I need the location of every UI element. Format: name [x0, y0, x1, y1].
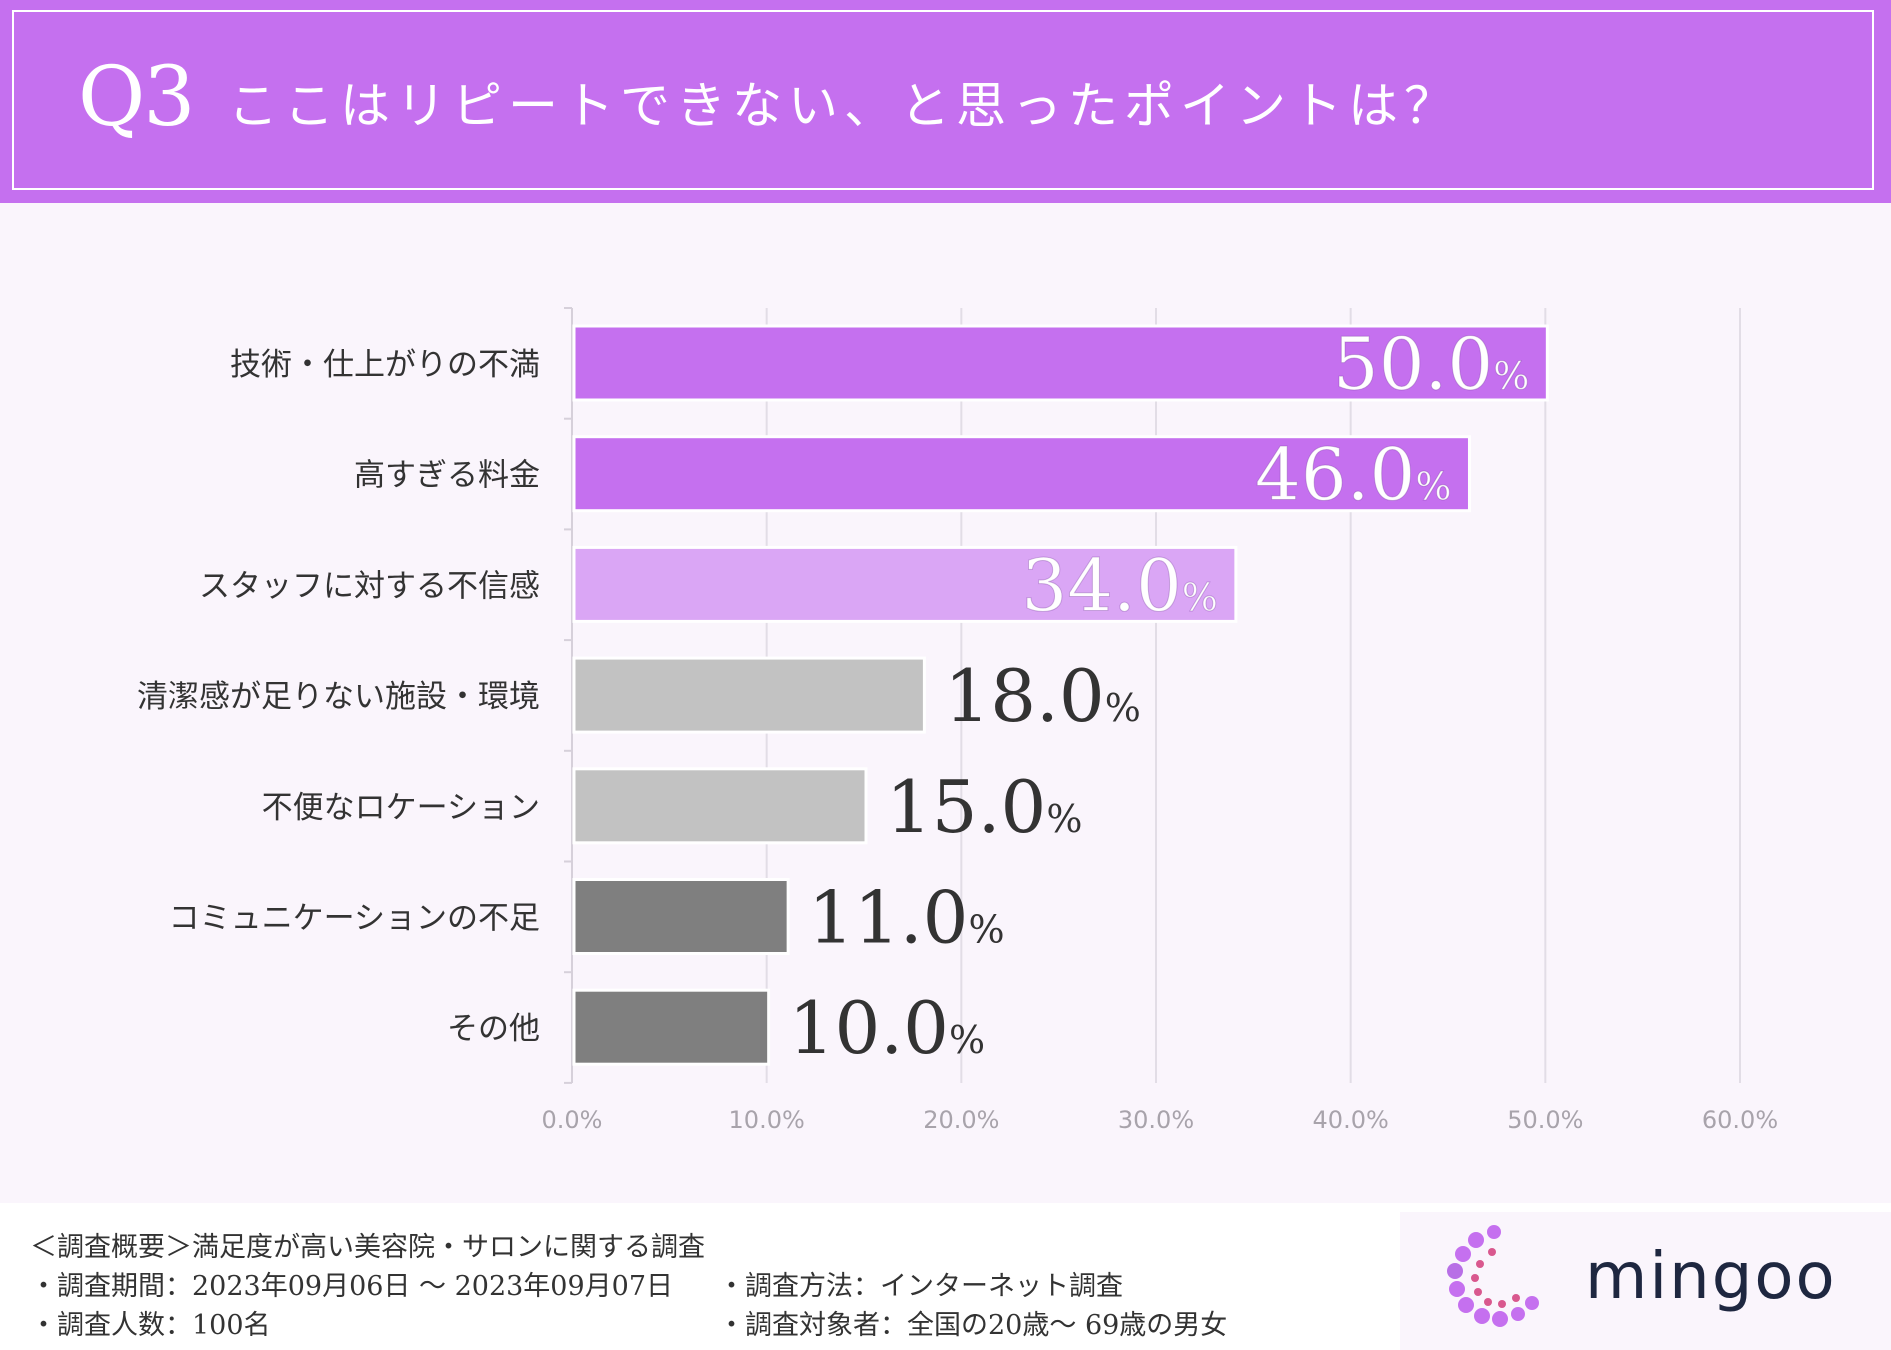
bar	[572, 988, 771, 1066]
value-label: 50.0%	[1333, 322, 1529, 406]
bar	[572, 656, 926, 734]
question-number: Q3	[78, 50, 195, 145]
x-tick-label: 40.0%	[1313, 1106, 1389, 1134]
question-title: ここはリピートできない、と思ったポイントは？	[228, 77, 1460, 135]
x-tick-label: 0.0%	[542, 1106, 603, 1134]
logo: mingoo	[1400, 1212, 1891, 1350]
bar	[572, 767, 868, 845]
x-tick-label: 60.0%	[1702, 1106, 1778, 1134]
survey-summary: ＜調査概要＞満足度が高い美容院・サロンに関する調査	[30, 1232, 705, 1263]
survey-target: ・調査対象者：全国の20歳～ 69歳の男女	[718, 1310, 1228, 1341]
value-label: 46.0%	[1255, 433, 1451, 517]
category-label: コミュニケーションの不足	[169, 901, 540, 937]
value-label: 15.0%	[886, 765, 1082, 849]
logo-mark-icon	[1447, 1225, 1539, 1327]
bar	[572, 435, 1471, 513]
x-tick-label: 10.0%	[729, 1106, 805, 1134]
category-label: その他	[447, 1011, 540, 1047]
category-label: スタッフに対する不信感	[199, 568, 540, 604]
x-tick-label: 50.0%	[1507, 1106, 1583, 1134]
bar-chart: 技術・仕上がりの不満 50.0% 高すぎる料金 46.0% スタッフに対する不信感 34.…	[137, 307, 1778, 1134]
category-label: 高すぎる料金	[354, 458, 540, 494]
x-tick-label: 30.0%	[1118, 1106, 1194, 1134]
value-label: 10.0%	[789, 986, 985, 1070]
bar	[572, 545, 1238, 623]
header-banner: Q3 ここはリピートできない、と思ったポイントは？	[0, 0, 1891, 203]
survey-method: ・調査方法：インターネット調査	[718, 1271, 1123, 1302]
value-label: 11.0%	[808, 876, 1004, 960]
value-label: 18.0%	[944, 654, 1140, 738]
category-label: 技術・仕上がりの不満	[230, 347, 540, 383]
value-label: 34.0%	[1021, 543, 1217, 627]
survey-count: ・調査人数：100名	[30, 1310, 271, 1341]
bar	[572, 324, 1549, 402]
x-tick-label: 20.0%	[923, 1106, 999, 1134]
logo-text: mingoo	[1585, 1240, 1837, 1314]
category-label: 不便なロケーション	[262, 790, 540, 826]
survey-period: ・調査期間：2023年09月06日 ～ 2023年09月07日	[30, 1271, 674, 1302]
bar	[572, 878, 790, 955]
category-label: 清潔感が足りない施設・環境	[137, 679, 540, 715]
header-frame	[12, 10, 1874, 190]
